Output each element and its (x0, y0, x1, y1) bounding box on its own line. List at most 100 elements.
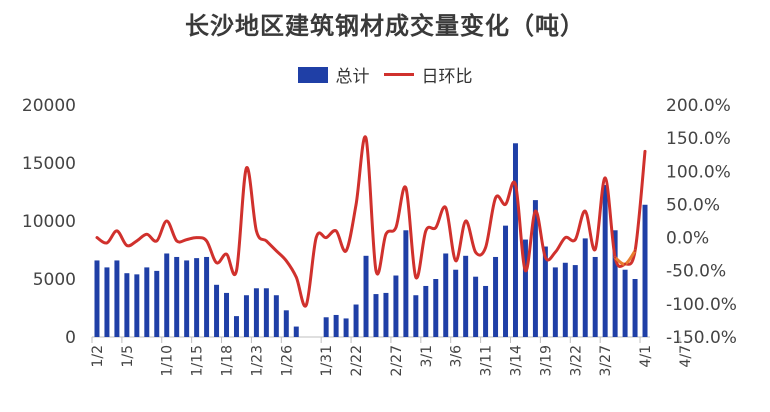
line-point (564, 236, 567, 239)
bar (164, 253, 170, 337)
x-tick-label: 3/22 (568, 345, 584, 376)
bar (243, 295, 249, 337)
bar (512, 143, 518, 337)
line-point (195, 236, 198, 239)
bar (473, 276, 479, 337)
bar (273, 295, 279, 337)
bar (293, 326, 299, 337)
bar (94, 260, 100, 337)
bar (622, 269, 628, 337)
line-point (374, 269, 378, 272)
bar (363, 255, 369, 337)
line-point (165, 219, 168, 223)
y-left-tick-label: 10000 (22, 212, 76, 232)
line-point (574, 238, 577, 241)
bar (443, 253, 449, 337)
x-tick-label: 3/27 (598, 345, 614, 376)
bar (154, 270, 160, 337)
bar (224, 292, 230, 337)
line-point (554, 250, 557, 254)
legend-swatch-line (383, 73, 414, 76)
line-point (384, 233, 388, 236)
line-point (95, 236, 99, 239)
line-point (484, 246, 487, 249)
bar (383, 292, 389, 337)
bar (522, 239, 528, 337)
line-point (434, 226, 437, 229)
bar (453, 269, 459, 337)
bar (124, 273, 130, 337)
line-point (584, 209, 587, 213)
bar (433, 279, 439, 337)
y-left-tick-label: 15000 (22, 154, 76, 174)
bar (373, 294, 379, 337)
bar (104, 267, 110, 337)
bar (503, 225, 509, 337)
line-point (155, 239, 158, 243)
line-point (424, 229, 428, 233)
line-point (125, 244, 129, 247)
bar (642, 204, 648, 337)
y-right-tick-label: 0.0% (666, 229, 709, 249)
bar (114, 260, 120, 337)
line-point (344, 249, 348, 253)
bar (413, 295, 419, 337)
x-tick-label: 1/18 (220, 345, 236, 376)
x-tick-label: 1/23 (249, 345, 265, 376)
legend-label-dod: 日环比 (421, 67, 473, 87)
y-right-tick-label: -150.0% (666, 328, 737, 348)
line-point (364, 136, 368, 140)
y-right-tick-label: -50.0% (666, 262, 726, 282)
x-tick-label: 3/11 (479, 345, 495, 376)
x-tick-label: 1/10 (160, 345, 176, 376)
x-tick-label: 3/6 (449, 345, 465, 368)
bar (542, 246, 548, 337)
bar (632, 279, 638, 337)
chart-title: 长沙地区建筑钢材成交量变化（吨） (185, 12, 585, 40)
x-tick-label: 3/14 (508, 345, 524, 377)
x-tick-label: 3/19 (538, 345, 554, 376)
bar (532, 200, 538, 337)
bar (323, 317, 329, 337)
line-point (404, 186, 408, 190)
bar (493, 256, 499, 337)
legend-swatch-bar (297, 66, 328, 83)
bar (184, 260, 190, 337)
bar (483, 285, 489, 337)
bar (602, 185, 608, 337)
x-tick-label: 1/2 (90, 345, 106, 368)
line-point (524, 269, 527, 272)
line-point (245, 166, 248, 170)
line-point (534, 209, 537, 213)
line-point (623, 262, 627, 266)
chart-legend: 总计 日环比 (0, 62, 770, 87)
line-point (334, 229, 338, 233)
y-left-tick-label: 20000 (22, 96, 76, 116)
legend-item-total: 总计 (297, 62, 370, 87)
bar (233, 316, 239, 337)
line-point (354, 203, 358, 206)
bar (144, 267, 150, 337)
bar (204, 256, 210, 337)
bar (333, 314, 339, 337)
line-point (135, 239, 139, 243)
bar (572, 265, 578, 337)
y-left-tick-label: 0 (65, 328, 76, 348)
line-point (414, 276, 418, 279)
line-point (643, 150, 647, 153)
bar (612, 230, 618, 337)
line-point (295, 276, 298, 279)
bar (582, 238, 588, 337)
x-tick-label: 1/31 (319, 345, 335, 376)
line-point (305, 303, 308, 307)
line-point (205, 239, 208, 243)
bar (263, 288, 269, 337)
line-point (394, 226, 398, 229)
line-point (285, 259, 288, 262)
y-right-tick-label: 50.0% (666, 195, 720, 215)
line-point (115, 229, 119, 233)
line-point (474, 250, 477, 254)
x-tick-label: 1/26 (279, 345, 295, 377)
line-point (275, 249, 278, 253)
x-tick-label: 2/22 (349, 345, 365, 376)
